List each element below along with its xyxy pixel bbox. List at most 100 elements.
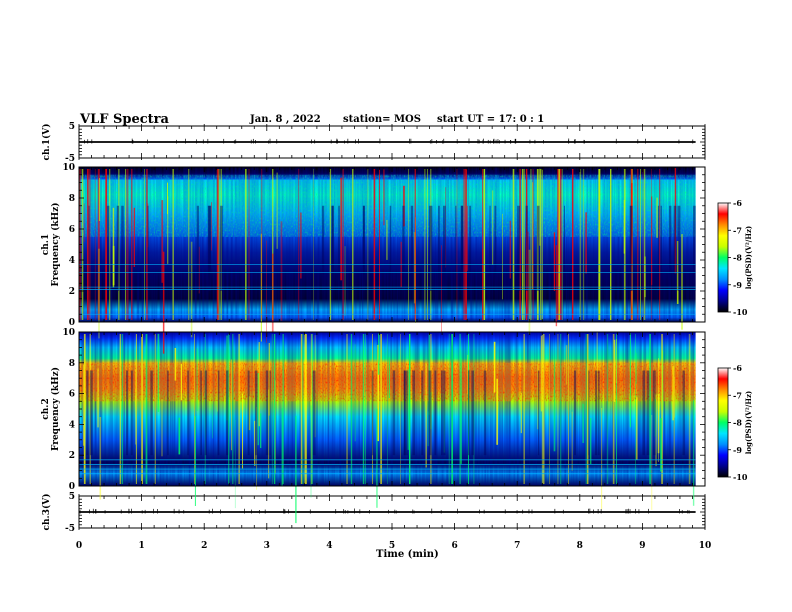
sferic-streak <box>234 419 236 509</box>
spectrogram-gap <box>331 205 334 291</box>
sferic-streak <box>228 334 230 484</box>
sferic-streak <box>379 169 380 320</box>
sferic-streak <box>541 169 543 320</box>
spectrogram-gap <box>362 205 365 291</box>
spectrogram-gap <box>428 370 432 456</box>
spectrogram-gap <box>89 370 92 456</box>
spectrogram-gap <box>461 205 464 291</box>
sferic-streak <box>109 169 111 320</box>
spectrogram-gap <box>421 370 424 456</box>
spectrogram-gap <box>363 205 365 291</box>
sferic-streak <box>276 172 278 249</box>
spectrogram-gap <box>489 205 491 291</box>
sferic-streak <box>126 169 128 320</box>
sferic-streak <box>632 169 633 320</box>
y-tick-label: -5 <box>65 524 75 534</box>
sferic-streak <box>162 251 165 354</box>
sferic-streak <box>655 394 657 467</box>
spectrogram-gap <box>588 370 590 456</box>
sferic-streak <box>530 169 532 320</box>
spectrogram-gap <box>403 370 406 456</box>
sferic-streak <box>81 169 84 320</box>
sferic-streak <box>451 334 453 484</box>
x-tick-label: 9 <box>639 541 645 551</box>
spectrogram-gap <box>204 370 207 456</box>
sferic-streak <box>635 334 636 484</box>
sferic-streak <box>268 343 270 416</box>
sferic-streak <box>660 418 662 472</box>
sferic-streak <box>387 334 388 484</box>
spectrogram-gap <box>597 370 600 456</box>
sferic-streak <box>540 335 543 412</box>
sferic-streak <box>692 399 695 506</box>
spectrogram-gap <box>443 370 446 456</box>
sferic-streak <box>430 334 432 484</box>
sferic-streak <box>543 334 545 484</box>
sferic-streak <box>523 169 525 320</box>
y-tick-label: 5 <box>69 492 75 502</box>
sferic-streak <box>99 178 101 221</box>
sferic-streak <box>364 334 366 484</box>
sferic-streak <box>350 334 353 484</box>
sferic-streak <box>482 249 484 321</box>
colorbar-tick-label: -10 <box>733 307 748 317</box>
y-axis-title: ch.2 <box>41 398 51 419</box>
spectrogram-gap <box>494 205 497 291</box>
sferic-streak <box>557 169 560 320</box>
sferic-streak <box>571 411 573 471</box>
spectrogram-gap <box>371 370 374 456</box>
sferic-streak <box>553 232 555 291</box>
sferic-streak <box>601 408 603 510</box>
y-tick-label: 0 <box>69 318 75 328</box>
sferic-streak <box>97 169 99 320</box>
sferic-streak <box>557 334 559 484</box>
spectrogram-gap <box>220 205 223 291</box>
sferic-streak <box>83 334 86 484</box>
sferic-streak <box>482 169 484 320</box>
spectrogram-gap <box>669 205 672 291</box>
spectrogram-gap <box>405 370 408 456</box>
sferic-streak <box>637 169 639 320</box>
spectrogram-gap <box>121 205 124 291</box>
colorbar-label: log(PSD)(V²/Hz) <box>744 226 753 290</box>
spectrogram-gap <box>563 205 565 291</box>
sferic-streak <box>311 334 313 484</box>
sferic-streak <box>536 169 539 320</box>
date-label: Jan. 8 , 2022 <box>250 114 321 125</box>
colorbar-tick-label: -8 <box>733 253 742 263</box>
spectrogram-gap <box>207 205 211 291</box>
sferic-streak <box>568 334 569 484</box>
spectrogram-gap <box>594 370 598 456</box>
sferic-streak <box>329 169 332 320</box>
spectrogram-gap <box>629 205 632 291</box>
sferic-streak <box>643 169 646 320</box>
spectrogram-gap <box>652 370 656 456</box>
colorbar-tick-label: -10 <box>733 472 748 482</box>
spectrogram-gap <box>468 370 470 456</box>
sferic-streak <box>112 245 115 286</box>
colorbar-tick-label: -6 <box>733 198 742 208</box>
x-tick-label: 10 <box>699 541 712 551</box>
sferic-streak <box>231 359 232 451</box>
sferic-streak <box>549 334 550 484</box>
y-tick-label: 2 <box>69 287 75 297</box>
sferic-streak <box>521 169 524 320</box>
spectrogram-gap <box>537 370 540 456</box>
sferic-streak <box>127 169 129 320</box>
sferic-streak <box>204 334 206 484</box>
spectrogram-gap <box>536 205 540 291</box>
sferic-streak <box>238 334 240 484</box>
sferic-streak <box>373 169 375 320</box>
sferic-streak <box>211 202 212 251</box>
x-tick-label: 5 <box>389 541 395 551</box>
spectrogram-gap <box>88 205 90 291</box>
sferic-streak <box>257 373 259 446</box>
spectrogram-gap <box>402 205 405 291</box>
sferic-streak <box>560 334 562 484</box>
sferic-streak <box>408 169 409 320</box>
sferic-streak <box>407 369 409 450</box>
sferic-streak <box>310 334 313 484</box>
sferic-streak <box>142 334 143 484</box>
sferic-streak <box>245 169 247 320</box>
sferic-streak <box>537 364 539 430</box>
